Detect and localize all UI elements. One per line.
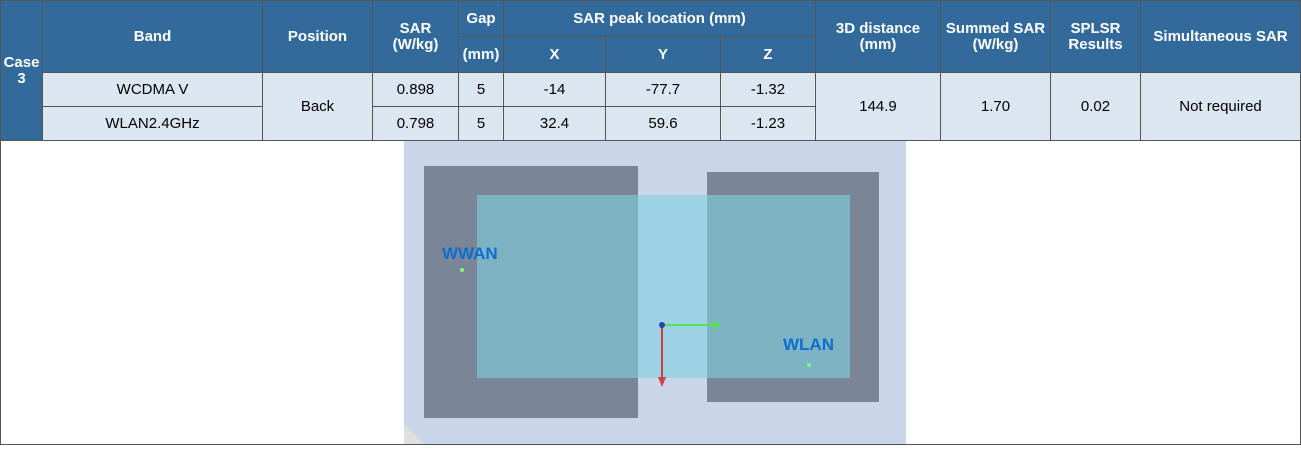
cell: 0.798 (372, 106, 459, 141)
header: Summed SAR (W/kg) (940, 0, 1052, 73)
cell: Back (262, 72, 373, 141)
header: Position (262, 0, 373, 73)
axis-x-arrow (713, 321, 723, 329)
header: Gap (458, 0, 504, 37)
cell: -1.32 (719, 72, 817, 107)
axis-y-arrow (658, 377, 666, 387)
header: Simultaneous SAR (1140, 0, 1301, 73)
figure: WWAN WLAN (404, 141, 906, 444)
origin (659, 322, 665, 328)
cell: -1.23 (719, 106, 817, 141)
header: Y (605, 36, 721, 73)
cell: 144.9 (815, 72, 942, 141)
figure-cell: WWAN WLAN (0, 140, 1301, 445)
cell: Not required (1140, 72, 1301, 141)
cell: -77.7 (605, 72, 721, 107)
cell: 5 (458, 106, 504, 141)
header: Band (42, 0, 263, 73)
header: X (503, 36, 606, 73)
cell: 0.02 (1050, 72, 1142, 141)
header: (mm) (458, 36, 504, 73)
header: SPLSR Results (1050, 0, 1142, 73)
cell: 59.6 (605, 106, 721, 141)
header: SAR peak location (mm) (502, 0, 817, 37)
label: WLAN (783, 335, 834, 354)
label: WWAN (442, 244, 498, 263)
header: 3D distance (mm) (815, 0, 942, 73)
case: Case 3 (0, 0, 43, 141)
corner (404, 424, 424, 444)
header: Z (719, 36, 817, 73)
cell: -14 (503, 72, 606, 107)
wwan-point (460, 268, 464, 272)
cell: 5 (458, 72, 504, 107)
wlan-point (807, 363, 811, 367)
cell: 0.898 (372, 72, 459, 107)
header: SAR (W/kg) (372, 0, 459, 73)
cell: 32.4 (503, 106, 606, 141)
overlap-plane (477, 195, 850, 378)
cell: 1.70 (940, 72, 1052, 141)
cell: WCDMA V (42, 72, 263, 107)
cell: WLAN2.4GHz (42, 106, 263, 141)
